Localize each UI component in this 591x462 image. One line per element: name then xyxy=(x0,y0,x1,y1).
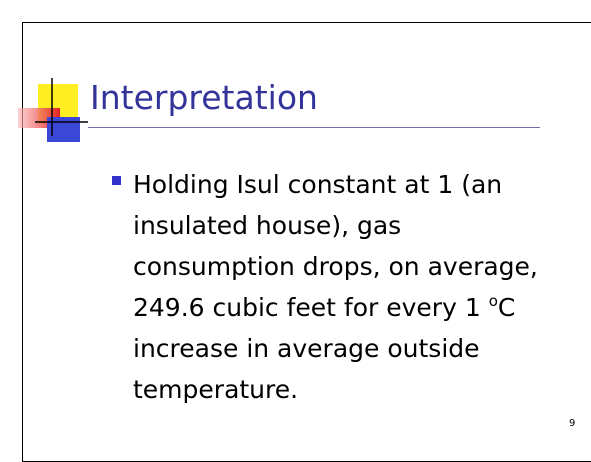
bullet-text: Holding Isul constant at 1 (an insulated… xyxy=(133,164,538,410)
bullet-marker xyxy=(112,176,121,185)
slide-title: Interpretation xyxy=(90,78,318,117)
title-decoration xyxy=(18,78,88,142)
text: C xyxy=(497,293,516,322)
page-number: 9 xyxy=(569,418,576,429)
title-rule xyxy=(88,127,540,128)
text-line: insulated house), gas xyxy=(133,211,402,240)
text-line: Holding Isul constant at 1 (an xyxy=(133,170,503,199)
text-line: consumption drops, on average, xyxy=(133,252,538,281)
text: 249.6 cubic feet for every 1 xyxy=(133,293,489,322)
degree-sign: o xyxy=(488,292,498,310)
text-line: increase in average outside xyxy=(133,334,480,363)
slide: Interpretation Holding Isul constant at … xyxy=(18,22,591,462)
text-line: 249.6 cubic feet for every 1 oC xyxy=(133,287,538,328)
text-line: temperature. xyxy=(133,375,299,404)
